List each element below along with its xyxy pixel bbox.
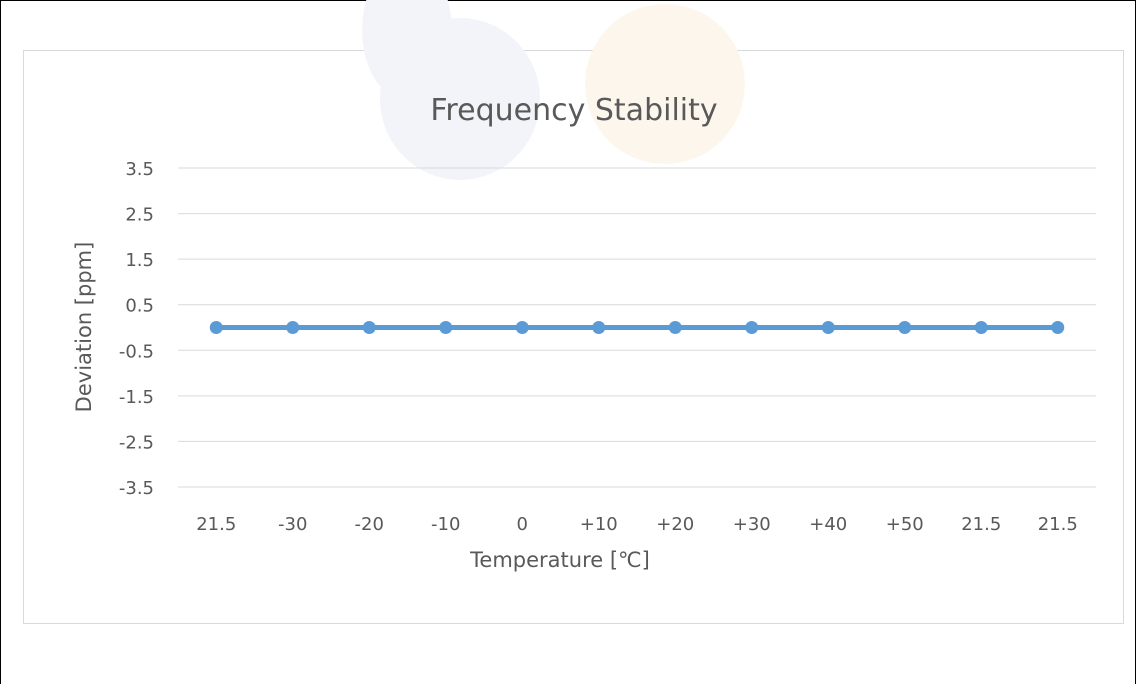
x-tick-label: 21.5 [1038, 514, 1078, 535]
data-point [1051, 321, 1065, 334]
series-layer [209, 321, 1065, 334]
gridlines [178, 167, 1096, 488]
x-tick-label: +10 [580, 514, 618, 535]
data-point [362, 321, 376, 334]
data-point [668, 321, 682, 334]
y-tick-label: -3.5 [119, 478, 154, 499]
y-tick-label: 1.5 [125, 250, 154, 271]
data-point [515, 321, 529, 334]
watermark-shape-orange [585, 4, 745, 164]
y-axis-title: Deviation [ppm] [72, 242, 96, 413]
chart-area [23, 50, 1124, 624]
data-point [745, 321, 759, 334]
x-tick-label: -20 [355, 514, 384, 535]
y-tick-label: 0.5 [125, 296, 154, 317]
y-tick-label: -0.5 [119, 341, 154, 362]
watermark-shape-blue [380, 18, 540, 180]
y-tick-label: -2.5 [119, 432, 154, 453]
data-point [286, 321, 300, 334]
x-axis-title: Temperature [℃] [469, 548, 650, 572]
data-point [439, 321, 453, 334]
x-axis-tick-labels: 21.5 -30 -20 -10 0 +10 +20 +30 +40 +50 21.5 21.5 [196, 514, 1078, 535]
x-tick-label: 21.5 [196, 514, 236, 535]
x-tick-label: -10 [431, 514, 460, 535]
x-tick-label: 21.5 [961, 514, 1001, 535]
x-tick-label: +40 [809, 514, 847, 535]
y-tick-label: 3.5 [125, 159, 154, 180]
x-tick-label: 0 [517, 514, 528, 535]
x-tick-label: +50 [886, 514, 924, 535]
data-point [898, 321, 912, 334]
y-axis-tick-labels: 3.5 2.5 1.5 0.5 -0.5 -1.5 -2.5 -3.5 [119, 159, 154, 499]
y-tick-label: -1.5 [119, 387, 154, 408]
x-tick-label: +20 [656, 514, 694, 535]
x-tick-label: +30 [733, 514, 771, 535]
y-tick-label: 2.5 [125, 205, 154, 226]
chart-title: Frequency Stability [430, 93, 717, 128]
x-tick-label: -30 [278, 514, 307, 535]
data-point [974, 321, 988, 334]
data-point [592, 321, 606, 334]
data-point [821, 321, 835, 334]
data-point [209, 321, 223, 334]
